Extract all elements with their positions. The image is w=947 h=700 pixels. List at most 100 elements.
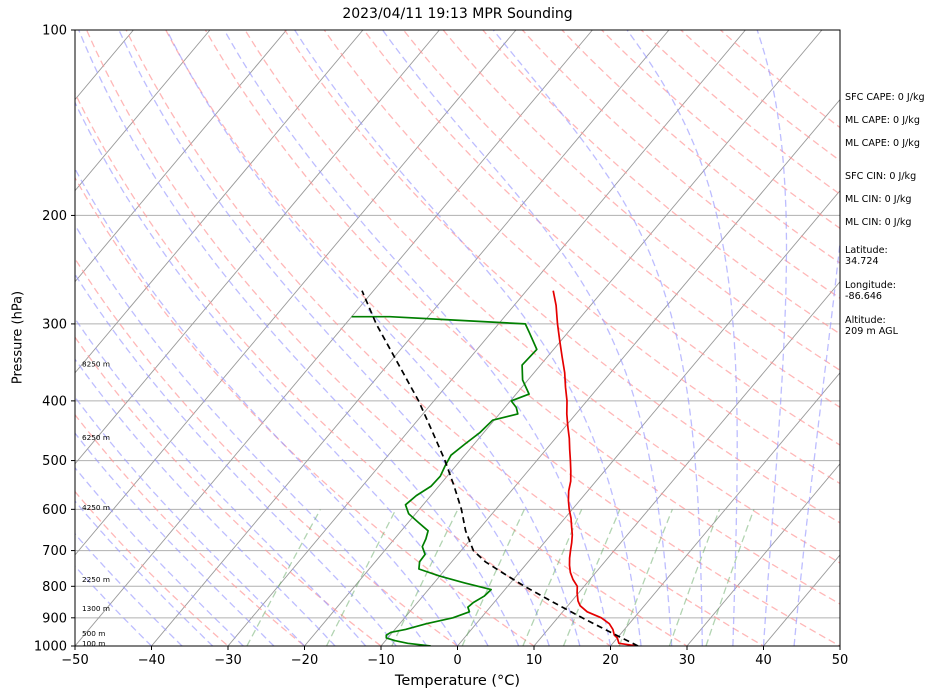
ml-cape-text-2: ML CAPE: 0 J/kg bbox=[845, 138, 920, 149]
height-label: 6250 m bbox=[82, 433, 110, 442]
moist-adiabat-line bbox=[75, 101, 489, 646]
isotherm-line bbox=[75, 30, 287, 283]
isotherm-line bbox=[75, 30, 211, 192]
mixing-ratio-line bbox=[461, 509, 525, 646]
dry-adiabat-line bbox=[363, 30, 840, 446]
dry-adiabat-line bbox=[402, 30, 840, 409]
isotherm-line bbox=[610, 372, 840, 646]
y-tick-label: 300 bbox=[42, 317, 67, 332]
dry-adiabat-line bbox=[204, 30, 840, 605]
moist-adiabat-line bbox=[75, 167, 459, 646]
dry-adiabat-line bbox=[561, 30, 840, 264]
ml-cin-text: ML CIN: 0 J/kg bbox=[845, 194, 912, 205]
dry-adiabat-line bbox=[244, 30, 840, 564]
dry-adiabat-line bbox=[125, 30, 765, 646]
height-label: 2250 m bbox=[82, 575, 110, 584]
isotherm-line bbox=[227, 30, 746, 646]
mixing-ratio-line bbox=[246, 508, 321, 646]
y-tick-label: 600 bbox=[42, 503, 67, 518]
height-label: 1300 m bbox=[82, 604, 110, 613]
isotherm-line bbox=[457, 189, 840, 646]
indices-panel: SFC CAPE: 0 J/kg ML CAPE: 0 J/kg ML CAPE… bbox=[845, 92, 947, 337]
moist-adiabat-line bbox=[75, 273, 397, 646]
y-tick-label: 1000 bbox=[34, 640, 67, 655]
moist-adiabat-line bbox=[75, 358, 336, 646]
dry-adiabat-line bbox=[75, 336, 383, 646]
dry-adiabat-line bbox=[75, 91, 612, 646]
y-tick-label: 200 bbox=[42, 209, 67, 224]
mixing-ratio-line bbox=[325, 509, 397, 646]
x-tick-label: −10 bbox=[367, 653, 394, 668]
moist-adiabat-line bbox=[626, 30, 738, 646]
moist-adiabat-line bbox=[382, 30, 673, 646]
isotherm-line bbox=[533, 281, 840, 646]
moist-adiabat-line bbox=[75, 223, 428, 646]
y-tick-label: 800 bbox=[42, 580, 67, 595]
moist-adiabat-line bbox=[75, 317, 367, 646]
moist-adiabat-line bbox=[166, 30, 581, 646]
isotherm-line bbox=[686, 463, 840, 646]
altitude-label: Altitude: bbox=[845, 315, 886, 326]
moist-adiabat-line bbox=[75, 532, 183, 646]
sfc-cape-text: SFC CAPE: 0 J/kg bbox=[845, 92, 925, 103]
latitude-value: 34.724 bbox=[845, 256, 879, 267]
y-tick-label: 500 bbox=[42, 454, 67, 469]
isotherm-line bbox=[75, 30, 517, 556]
x-tick-label: 50 bbox=[832, 653, 849, 668]
x-axis-label: Temperature (°C) bbox=[394, 673, 521, 689]
dry-adiabat-line bbox=[442, 30, 840, 372]
dewpoint-profile-line bbox=[351, 315, 538, 646]
sfc-cin-text: SFC CIN: 0 J/kg bbox=[845, 171, 917, 182]
x-tick-label: 40 bbox=[755, 653, 772, 668]
x-tick-label: 20 bbox=[602, 653, 619, 668]
ml-cin-text-2: ML CIN: 0 J/kg bbox=[845, 217, 912, 228]
moist-adiabat-line bbox=[75, 396, 305, 646]
chart-title: 2023/04/11 19:13 MPR Sounding bbox=[342, 6, 573, 22]
x-tick-label: 0 bbox=[453, 653, 461, 668]
dry-adiabat-line bbox=[601, 30, 840, 230]
moist-adiabat-line bbox=[223, 30, 612, 646]
y-tick-label: 900 bbox=[42, 611, 67, 626]
moist-adiabat-line bbox=[75, 500, 214, 646]
longitude-value: -86.646 bbox=[845, 291, 883, 302]
moist-adiabat-line bbox=[118, 30, 550, 646]
height-label: 100 m bbox=[82, 639, 105, 648]
y-tick-label: 100 bbox=[42, 24, 67, 39]
mixing-ratio-line bbox=[668, 509, 721, 646]
isotherm-line bbox=[75, 30, 364, 374]
isotherm-line bbox=[304, 30, 823, 646]
dry-adiabat-line bbox=[680, 30, 840, 162]
plot-frame bbox=[74, 29, 841, 647]
dry-adiabat-line bbox=[482, 30, 840, 335]
temperature-profile-line bbox=[552, 290, 638, 646]
mixing-ratio-line bbox=[562, 509, 621, 646]
latitude-label: Latitude: bbox=[845, 245, 888, 256]
moist-adiabat-line bbox=[75, 466, 244, 646]
dry-adiabat-line bbox=[284, 30, 840, 524]
moist-adiabat-line bbox=[294, 30, 642, 646]
longitude-label: Longitude: bbox=[845, 280, 896, 291]
dry-adiabat-line bbox=[75, 176, 536, 646]
isotherm-line bbox=[151, 30, 670, 646]
height-label: 500 m bbox=[82, 629, 105, 638]
height-label: 8250 m bbox=[82, 360, 110, 369]
moist-adiabat-line bbox=[75, 432, 275, 646]
ml-cape-text: ML CAPE: 0 J/kg bbox=[845, 115, 920, 126]
moist-adiabat-line bbox=[492, 30, 703, 646]
dry-adiabat-line bbox=[323, 30, 840, 485]
x-tick-label: −30 bbox=[214, 653, 241, 668]
dry-adiabat-line bbox=[75, 413, 306, 646]
x-tick-label: 30 bbox=[679, 653, 696, 668]
isotherm-line bbox=[75, 30, 440, 465]
x-tick-label: −50 bbox=[61, 653, 88, 668]
x-tick-label: −20 bbox=[291, 653, 318, 668]
y-tick-label: 700 bbox=[42, 544, 67, 559]
moist-adiabat-line bbox=[75, 565, 152, 646]
mixing-ratio-line bbox=[705, 509, 755, 646]
mixing-ratio-line bbox=[618, 509, 674, 646]
moist-adiabat-line bbox=[78, 30, 520, 646]
altitude-value: 209 m AGL bbox=[845, 326, 898, 337]
dry-adiabat-line bbox=[75, 257, 459, 646]
